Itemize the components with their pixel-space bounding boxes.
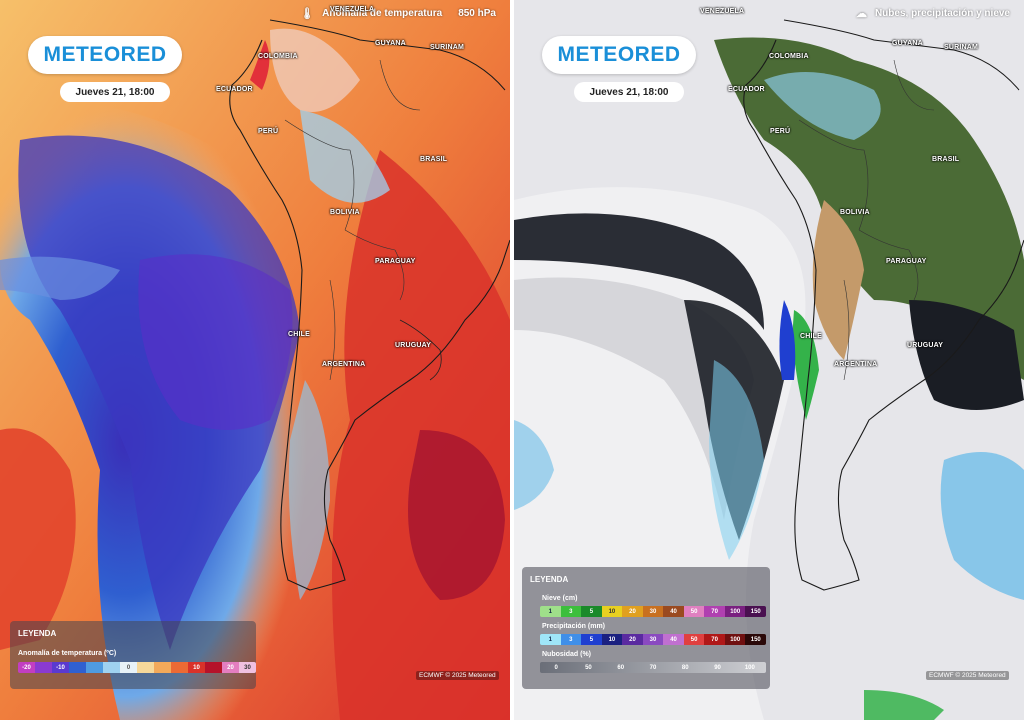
country-label-colombia: COLOMBIA (258, 53, 298, 60)
temperature-color-scale: -20 -10 0 10 20 30 (18, 662, 256, 673)
country-label-ecuador: ECUADOR (728, 86, 765, 93)
meteored-logo: METEORED (28, 36, 182, 74)
country-label-argentina: ARGENTINA (322, 361, 366, 368)
scale-tick: 100 (724, 634, 746, 645)
rain-color-scale: 1 3 5 10 20 30 40 50 70 100 150 (540, 634, 766, 645)
data-credit: ECMWF © 2025 Meteored (416, 671, 499, 680)
scale-tick: 5 (581, 606, 602, 617)
thermometer-icon: 🌡 (300, 7, 315, 20)
forecast-date: Jueves 21, 18:00 (574, 82, 684, 102)
scale-tick: 3 (560, 606, 582, 617)
scale-tick: 30 (642, 606, 664, 617)
scale-tick: 20 (622, 634, 643, 645)
scale-tick: 10 (601, 634, 623, 645)
temperature-anomaly-map (0, 0, 510, 720)
legend-title: LEYENDA (18, 629, 57, 638)
scale-tick: 80 (681, 664, 689, 671)
scale-tick: 1 (540, 606, 561, 617)
meteored-logo: METEORED (542, 36, 696, 74)
country-label-uruguay: URUGUAY (395, 342, 432, 349)
data-credit: ECMWF © 2025 Meteored (926, 671, 1009, 680)
scale-tick: 0 (554, 664, 558, 671)
temperature-anomaly-panel: 🌡 Anomalía de temperatura 850 hPa METEOR… (0, 0, 510, 720)
scale-tick: 100 (744, 664, 755, 671)
scale-tick: 5 (581, 634, 602, 645)
scale-tick: 50 (683, 634, 705, 645)
scale-tick: 150 (745, 634, 766, 645)
country-label-venezuela: VENEZUELA (330, 6, 375, 13)
country-label-ecuador: ECUADOR (216, 86, 253, 93)
clouds-precipitation-panel: ☁ Nubes, precipitación y nieve METEORED … (514, 0, 1024, 720)
scale-tick: 150 (745, 606, 766, 617)
country-label-chile: CHILE (288, 331, 310, 338)
country-label-paraguay: PARAGUAY (886, 258, 927, 265)
scale-tick: -10 (52, 662, 69, 673)
scale-tick: 70 (649, 664, 657, 671)
country-label-argentina: ARGENTINA (834, 361, 878, 368)
country-label-colombia: COLOMBIA (769, 53, 809, 60)
precipitation-legend: LEYENDA Nieve (cm) 1 3 5 10 20 30 40 50 … (522, 567, 770, 689)
scale-tick: 70 (704, 634, 725, 645)
country-label-guyana: GUYANA (892, 40, 923, 47)
scale-tick: -20 (18, 662, 35, 673)
cloud-scale-title: Nubosidad (%) (542, 651, 591, 658)
rain-scale-title: Precipitación (mm) (542, 623, 606, 630)
country-label-brasil: BRASIL (420, 156, 448, 163)
panel-header: ☁ Nubes, precipitación y nieve (842, 0, 1024, 26)
scale-tick: 10 (188, 662, 205, 673)
header-title: Anomalía de temperatura (322, 7, 443, 19)
scale-tick: 3 (560, 634, 582, 645)
snow-color-scale: 1 3 5 10 20 30 40 50 70 100 150 (540, 606, 766, 617)
country-label-uruguay: URUGUAY (907, 342, 944, 349)
legend-title: LEYENDA (530, 575, 569, 584)
country-label-brasil: BRASIL (932, 156, 960, 163)
scale-tick: 50 (585, 664, 592, 671)
snow-scale-title: Nieve (cm) (542, 595, 578, 602)
country-label-bolivia: BOLIVIA (330, 209, 360, 216)
country-label-surinam: SURINAM (430, 44, 465, 51)
cloud-icon: ☁ (855, 7, 867, 20)
scale-tick: 60 (617, 664, 625, 671)
scale-tick: 40 (663, 634, 684, 645)
country-label-peru: PERÚ (258, 128, 279, 135)
scale-tick: 100 (724, 606, 746, 617)
cloud-color-scale: 0 50 60 70 80 90 100 (540, 662, 766, 673)
country-label-venezuela: VENEZUELA (700, 8, 745, 15)
forecast-date: Jueves 21, 18:00 (60, 82, 170, 102)
scale-tick: 90 (714, 664, 721, 671)
country-label-paraguay: PARAGUAY (375, 258, 416, 265)
pressure-level: 850 hPa (458, 7, 496, 19)
scale-tick: 0 (120, 662, 137, 673)
legend-subtitle: Anomalía de temperatura (ºC) (18, 650, 117, 657)
header-title: Nubes, precipitación y nieve (874, 7, 1010, 19)
scale-tick: 70 (704, 606, 725, 617)
scale-tick: 1 (540, 634, 561, 645)
scale-tick: 20 (222, 662, 239, 673)
country-label-chile: CHILE (800, 333, 822, 340)
scale-tick: 30 (239, 662, 256, 673)
country-label-surinam: SURINAM (944, 44, 979, 51)
panel-header: 🌡 Anomalía de temperatura 850 hPa (286, 0, 510, 26)
scale-tick: 50 (683, 606, 705, 617)
country-label-bolivia: BOLIVIA (840, 209, 870, 216)
scale-tick: 40 (663, 606, 684, 617)
scale-tick: 30 (642, 634, 664, 645)
country-label-guyana: GUYANA (375, 40, 406, 47)
scale-tick: 10 (601, 606, 623, 617)
scale-tick: 20 (622, 606, 643, 617)
temperature-legend: LEYENDA Anomalía de temperatura (ºC) -20… (10, 621, 256, 689)
country-label-peru: PERÚ (770, 128, 791, 135)
